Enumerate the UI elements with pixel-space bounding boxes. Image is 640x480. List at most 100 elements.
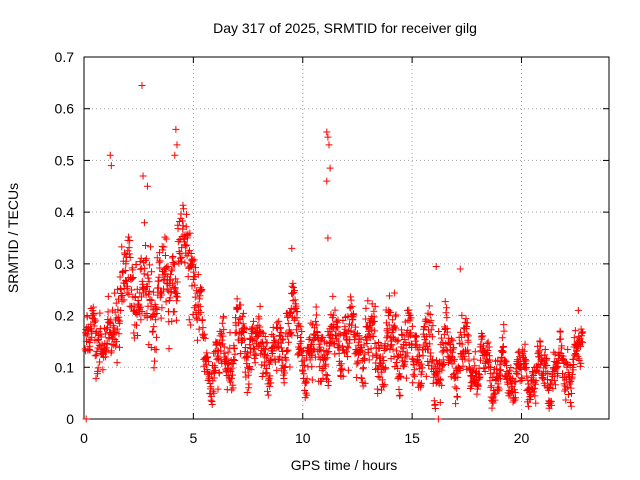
data-point (118, 292, 126, 300)
data-point (496, 371, 504, 379)
data-point (168, 267, 175, 275)
data-point (496, 367, 504, 375)
data-point (409, 371, 417, 379)
data-point (323, 372, 331, 380)
data-point (435, 327, 443, 335)
data-point (522, 365, 530, 373)
data-point (465, 357, 473, 365)
data-point (500, 327, 508, 335)
data-point (104, 292, 112, 300)
data-point (398, 354, 406, 362)
data-point (148, 296, 156, 304)
data-point (169, 279, 177, 287)
data-point (147, 343, 155, 351)
data-point (289, 290, 297, 298)
data-point (571, 351, 579, 359)
data-point (576, 362, 584, 370)
data-point (562, 385, 570, 393)
y-tick-label: 0.7 (55, 49, 75, 65)
data-point (137, 293, 145, 301)
data-point (197, 308, 205, 316)
data-point (143, 182, 151, 190)
data-point (128, 274, 136, 282)
data-point (294, 332, 302, 340)
data-point (437, 376, 445, 384)
data-point (505, 370, 513, 378)
data-point (231, 350, 239, 358)
data-point (219, 340, 227, 348)
data-point (570, 334, 578, 342)
data-point (481, 368, 489, 376)
data-point (536, 342, 544, 350)
data-point (139, 172, 147, 180)
data-point (87, 320, 95, 328)
data-point (179, 201, 187, 209)
data-point (381, 343, 389, 351)
data-point (141, 264, 149, 272)
data-point (269, 332, 277, 340)
data-point (112, 342, 120, 350)
data-point (308, 363, 316, 371)
data-point (392, 311, 400, 319)
data-point (499, 342, 507, 350)
data-point (123, 282, 131, 290)
data-point (220, 326, 228, 334)
data-point (379, 353, 387, 361)
data-point (574, 306, 582, 314)
data-point (113, 325, 121, 333)
data-point (421, 323, 429, 331)
x-axis-label: GPS time / hours (291, 457, 398, 473)
data-point (246, 348, 254, 356)
data-point (214, 385, 222, 393)
data-point (125, 244, 133, 252)
data-point (303, 354, 311, 362)
data-point (322, 360, 330, 368)
data-point (344, 352, 352, 360)
data-point (543, 362, 551, 370)
data-point (204, 369, 212, 377)
data-point (223, 355, 231, 363)
data-point (244, 371, 252, 379)
data-point (328, 327, 336, 335)
data-point (454, 393, 462, 401)
data-point (293, 308, 301, 316)
data-point (520, 347, 528, 355)
data-point (543, 376, 551, 384)
data-point (181, 259, 189, 267)
data-point (220, 343, 228, 351)
data-point (382, 364, 390, 372)
data-point (125, 290, 133, 298)
data-point (392, 324, 400, 332)
data-point (402, 341, 410, 349)
data-point (425, 302, 433, 310)
data-point (494, 356, 502, 364)
data-point (288, 331, 296, 339)
data-point (518, 375, 526, 383)
data-point (96, 358, 104, 366)
data-point (343, 343, 351, 351)
data-point (473, 390, 481, 398)
data-point (428, 357, 436, 365)
data-point (451, 383, 459, 391)
x-tick-label: 10 (295, 430, 311, 446)
data-point (308, 376, 316, 384)
data-point (173, 141, 181, 149)
data-point (152, 333, 160, 341)
data-point (487, 364, 495, 372)
data-point (226, 366, 234, 374)
data-point (201, 334, 209, 342)
data-point (347, 293, 355, 301)
data-point (421, 336, 429, 344)
data-point (172, 275, 180, 283)
data-point (449, 345, 457, 353)
data-point (568, 390, 576, 398)
data-point (476, 356, 484, 364)
data-point (441, 298, 449, 306)
data-point (266, 382, 274, 390)
data-point (497, 366, 505, 374)
data-point (244, 353, 252, 361)
data-point (165, 345, 173, 353)
data-point (562, 396, 570, 404)
data-point (578, 338, 586, 346)
data-point (374, 372, 382, 380)
